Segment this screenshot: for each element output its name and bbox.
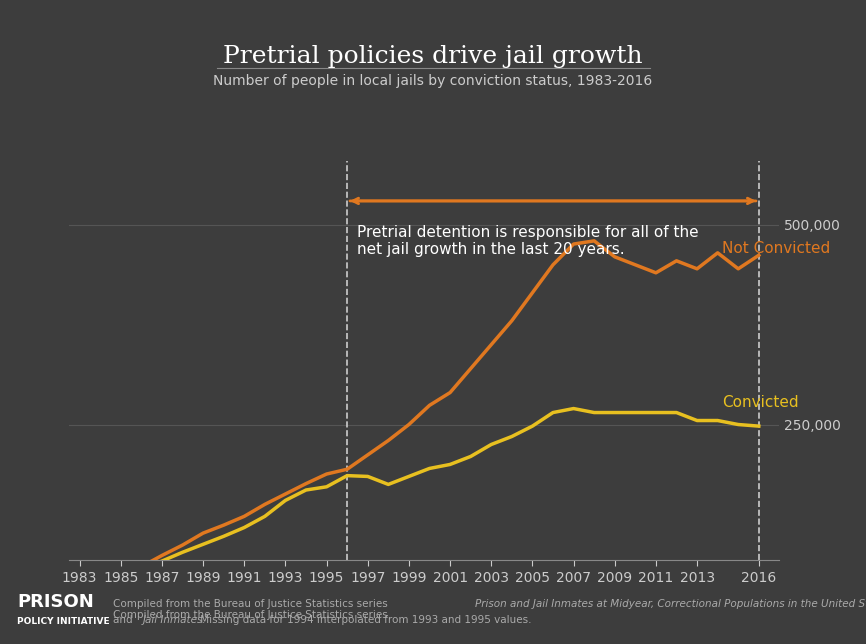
Text: Compiled from the Bureau of Justice Statistics series: Compiled from the Bureau of Justice Stat… (113, 598, 391, 609)
Text: Pretrial policies drive jail growth: Pretrial policies drive jail growth (223, 45, 643, 68)
Text: Number of people in local jails by conviction status, 1983-2016: Number of people in local jails by convi… (213, 74, 653, 88)
Text: Missing data for 1994 interpolated from 1993 and 1995 values.: Missing data for 1994 interpolated from … (197, 614, 532, 625)
Text: Jail Inmates.: Jail Inmates. (143, 614, 206, 625)
Text: and: and (113, 614, 135, 625)
Text: Convicted: Convicted (721, 395, 798, 410)
Text: Compiled from the Bureau of Justice Statistics series: Compiled from the Bureau of Justice Stat… (113, 610, 391, 620)
Text: Prison and Jail Inmates at Midyear, Correctional Populations in the United State: Prison and Jail Inmates at Midyear, Corr… (475, 598, 866, 609)
Text: Pretrial detention is responsible for all of the
net jail growth in the last 20 : Pretrial detention is responsible for al… (358, 225, 699, 258)
Text: PRISON: PRISON (17, 593, 94, 611)
Text: POLICY INITIATIVE: POLICY INITIATIVE (17, 617, 110, 626)
Text: Not Convicted: Not Convicted (721, 242, 830, 256)
